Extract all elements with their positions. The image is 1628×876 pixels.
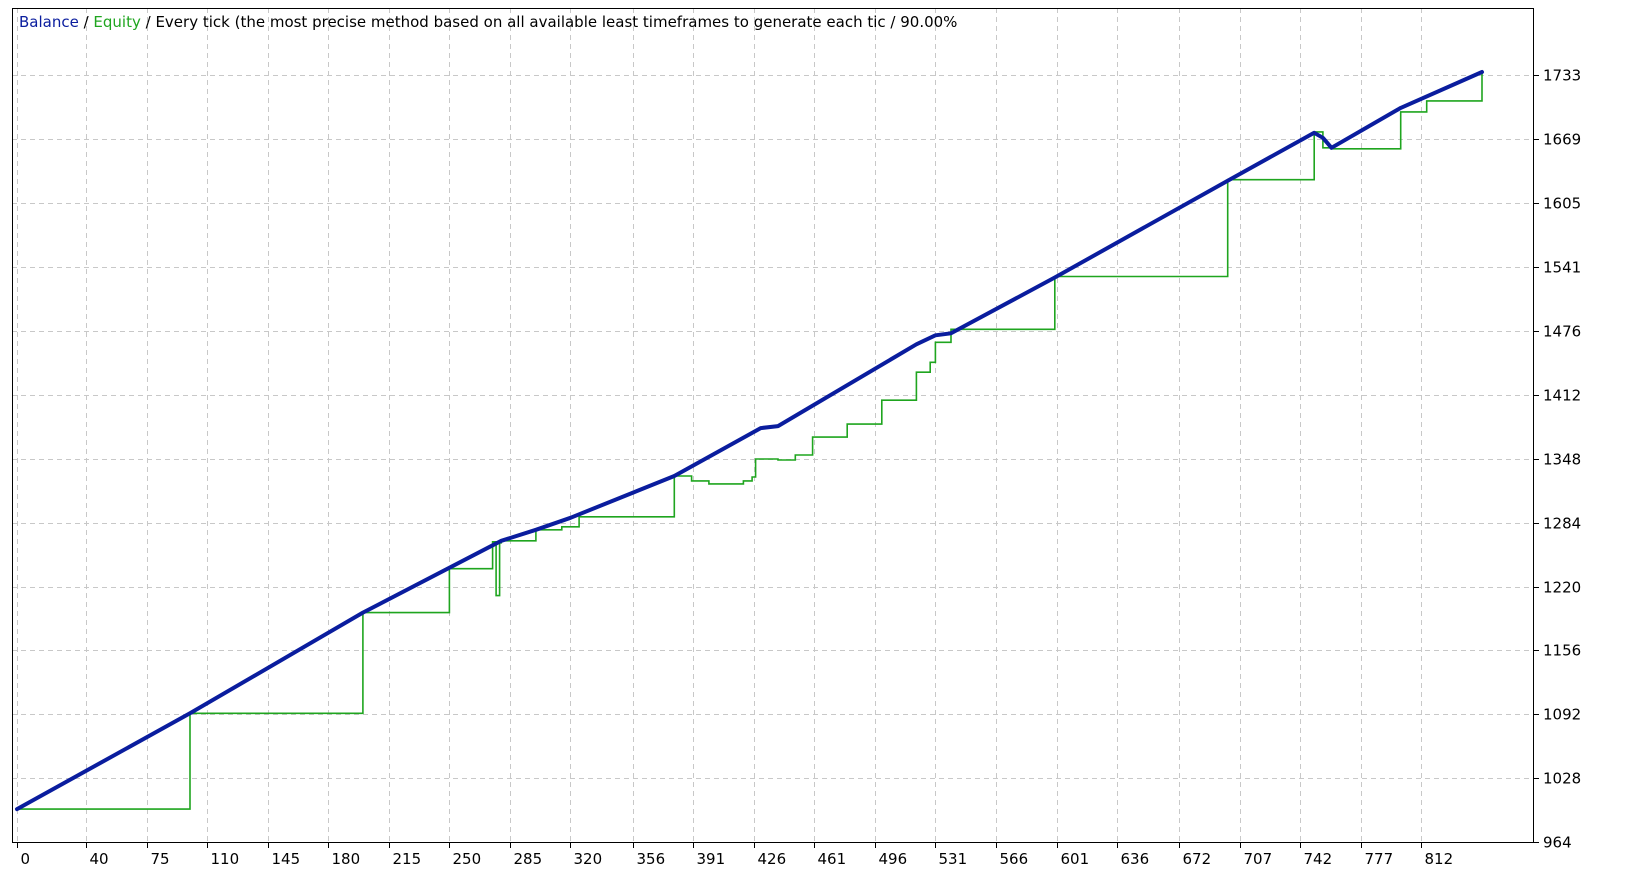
x-tick-label: 777 [1365, 850, 1394, 868]
x-tick-label: 461 [818, 850, 847, 868]
y-tick-label: 1669 [1543, 131, 1581, 149]
x-tick-label: 285 [514, 850, 543, 868]
x-tick-label: 707 [1244, 850, 1273, 868]
legend-equity-label: Equity [93, 13, 141, 31]
x-tick-label: 356 [637, 850, 666, 868]
x-tick-label: 496 [879, 850, 908, 868]
equity-line [17, 72, 1483, 810]
y-tick-label: 1605 [1543, 195, 1581, 213]
y-tick-label: 1092 [1543, 706, 1581, 724]
y-tick-label: 1412 [1543, 387, 1581, 405]
x-tick-label: 215 [393, 850, 422, 868]
x-tick-label: 40 [90, 850, 109, 868]
y-tick-label: 1220 [1543, 579, 1581, 597]
x-tick-label: 145 [272, 850, 301, 868]
x-tick-label: 391 [697, 850, 726, 868]
legend-balance-label: Balance [19, 13, 79, 31]
x-tick-label: 812 [1425, 850, 1454, 868]
x-tick-label: 426 [758, 850, 787, 868]
x-tick-label: 601 [1061, 850, 1090, 868]
legend-separator: / [78, 13, 94, 31]
x-tick-label: 742 [1304, 850, 1333, 868]
y-tick-label: 1028 [1543, 770, 1581, 788]
x-tick-label: 0 [21, 850, 31, 868]
y-tick-label: 1156 [1543, 642, 1581, 660]
x-tick-label: 110 [211, 850, 240, 868]
y-tick-label: 1284 [1543, 515, 1581, 533]
x-tick-label: 250 [453, 850, 482, 868]
plot-frame [12, 8, 1534, 843]
chart-legend: Balance / Equity / Every tick (the most … [19, 13, 957, 31]
x-tick-label: 180 [332, 850, 361, 868]
x-tick-label: 75 [151, 850, 170, 868]
y-tick-label: 1541 [1543, 259, 1581, 277]
x-tick-label: 531 [939, 850, 968, 868]
y-tick-label: 1348 [1543, 451, 1581, 469]
legend-description: / Every tick (the most precise method ba… [140, 13, 958, 31]
balance-line [15, 70, 1484, 812]
y-tick-label: 1733 [1543, 67, 1581, 85]
y-tick-label: 1476 [1543, 323, 1581, 341]
x-tick-label: 672 [1183, 850, 1212, 868]
x-tick-label: 636 [1121, 850, 1150, 868]
y-tick-label: 964 [1543, 834, 1572, 852]
x-tick-label: 566 [1000, 850, 1029, 868]
x-tick-label: 320 [574, 850, 603, 868]
